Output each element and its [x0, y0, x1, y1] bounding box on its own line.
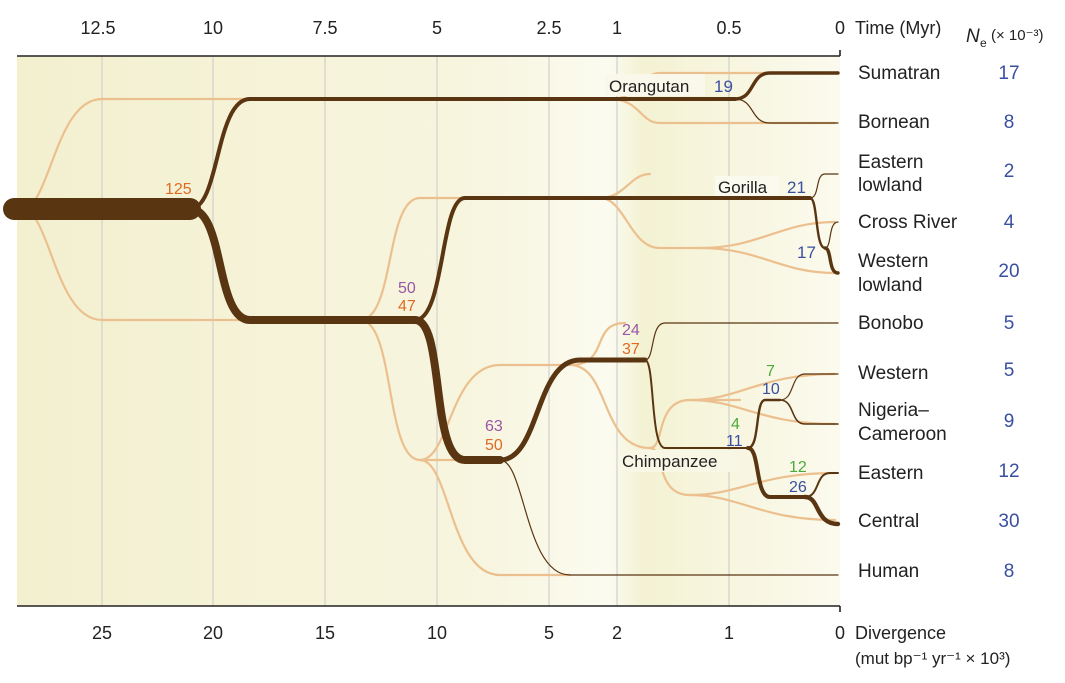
- ne-value: 5: [1004, 313, 1015, 334]
- clade-labels: Orangutan 19 Gorilla 21 17 Chimpanzee: [605, 74, 816, 472]
- ne-symbol: N: [966, 26, 980, 47]
- bottom-tick: 0: [835, 623, 845, 643]
- bottom-tick: 1: [724, 623, 734, 643]
- split-value-green: 4: [731, 416, 740, 433]
- ne-value: 5: [1004, 360, 1015, 381]
- ne-value: 30: [998, 511, 1019, 532]
- split-value-purple: 50: [398, 280, 416, 297]
- taxon-label: Cross River: [858, 212, 958, 233]
- taxon-label: lowland: [858, 175, 922, 196]
- top-tick: 12.5: [80, 18, 115, 38]
- top-tick: 10: [203, 18, 223, 38]
- taxon-labels: Sumatran Bornean Eastern lowland Cross R…: [858, 63, 958, 582]
- top-tick: 0.5: [716, 18, 741, 38]
- ne-values: 17 8 2 4 20 5 5 9 12 30 8: [998, 63, 1019, 582]
- ne-value: 12: [998, 461, 1019, 482]
- taxon-label: Eastern: [858, 463, 923, 484]
- bottom-tick: 25: [92, 623, 112, 643]
- chimpanzee-label: Chimpanzee: [622, 452, 717, 471]
- split-value-purple: 24: [622, 322, 640, 339]
- orangutan-label: Orangutan: [609, 77, 689, 96]
- orangutan-ne: 19: [714, 77, 733, 96]
- orangutan-label-bg: [605, 74, 705, 96]
- ne-subscript: e: [980, 36, 987, 50]
- taxon-label: Human: [858, 561, 919, 582]
- taxon-label: Cameroon: [858, 424, 947, 445]
- ne-value: 9: [1004, 411, 1015, 432]
- taxon-label: Eastern: [858, 152, 923, 173]
- top-tick: 5: [432, 18, 442, 38]
- bottom-tick: 2: [612, 623, 622, 643]
- split-value-green: 7: [766, 363, 775, 380]
- split-value-green: 12: [789, 459, 807, 476]
- top-tick: 0: [835, 18, 845, 38]
- taxon-label: Western: [858, 363, 928, 384]
- split-value-orange: 50: [485, 437, 503, 454]
- top-tick: 1: [612, 18, 622, 38]
- taxon-label: Western: [858, 251, 928, 272]
- split-value-blue: 10: [762, 381, 780, 398]
- bottom-tick: 5: [544, 623, 554, 643]
- ne-value: 17: [998, 63, 1019, 84]
- taxon-label: Nigeria–: [858, 400, 929, 421]
- gorilla-inner-ne: 17: [797, 243, 816, 262]
- split-value-blue: 11: [726, 433, 743, 450]
- top-tick: 2.5: [536, 18, 561, 38]
- split-value-orange: 37: [622, 341, 640, 358]
- gorilla-label-bg: [715, 176, 779, 196]
- ne-value: 4: [1004, 212, 1015, 233]
- ne-value: 2: [1004, 161, 1015, 182]
- taxon-label: Sumatran: [858, 63, 940, 84]
- root-value: 125: [165, 181, 192, 198]
- bottom-tick: 15: [315, 623, 335, 643]
- axes: [17, 50, 841, 612]
- ne-suffix: (× 10⁻³): [991, 27, 1044, 44]
- taxon-label: Bonobo: [858, 313, 924, 334]
- population-lineages: [3, 71, 841, 576]
- chimpanzee-label-bg: [620, 450, 738, 472]
- ne-value: 8: [1004, 112, 1015, 133]
- bottom-axis-unit: (mut bp⁻¹ yr⁻¹ × 10³): [855, 649, 1010, 668]
- split-value-orange: 47: [398, 298, 416, 315]
- internal-values: 125 50 47 63 50 24 37 4 11 7 10 12 26: [165, 181, 807, 496]
- ne-value: 20: [998, 261, 1019, 282]
- ne-value: 8: [1004, 561, 1015, 582]
- gorilla-label: Gorilla: [718, 178, 768, 197]
- taxon-label: Bornean: [858, 112, 930, 133]
- grid-lines: [101, 56, 730, 606]
- split-value-purple: 63: [485, 418, 503, 435]
- bottom-axis-title: Divergence: [855, 623, 946, 643]
- split-value-blue: 26: [789, 479, 807, 496]
- ne-header: N e (× 10⁻³): [966, 26, 1044, 50]
- taxon-label: lowland: [858, 275, 922, 296]
- bottom-tick: 20: [203, 623, 223, 643]
- top-axis: 12.5 10 7.5 5 2.5 1 0.5 0 Time (Myr): [80, 18, 941, 38]
- taxon-label: Central: [858, 511, 919, 532]
- bottom-axis: 25 20 15 10 5 2 1 0 Divergence (mut bp⁻¹…: [92, 623, 1010, 668]
- gorilla-ne: 21: [787, 178, 806, 197]
- top-axis-title: Time (Myr): [855, 18, 941, 38]
- bottom-tick: 10: [427, 623, 447, 643]
- top-tick: 7.5: [312, 18, 337, 38]
